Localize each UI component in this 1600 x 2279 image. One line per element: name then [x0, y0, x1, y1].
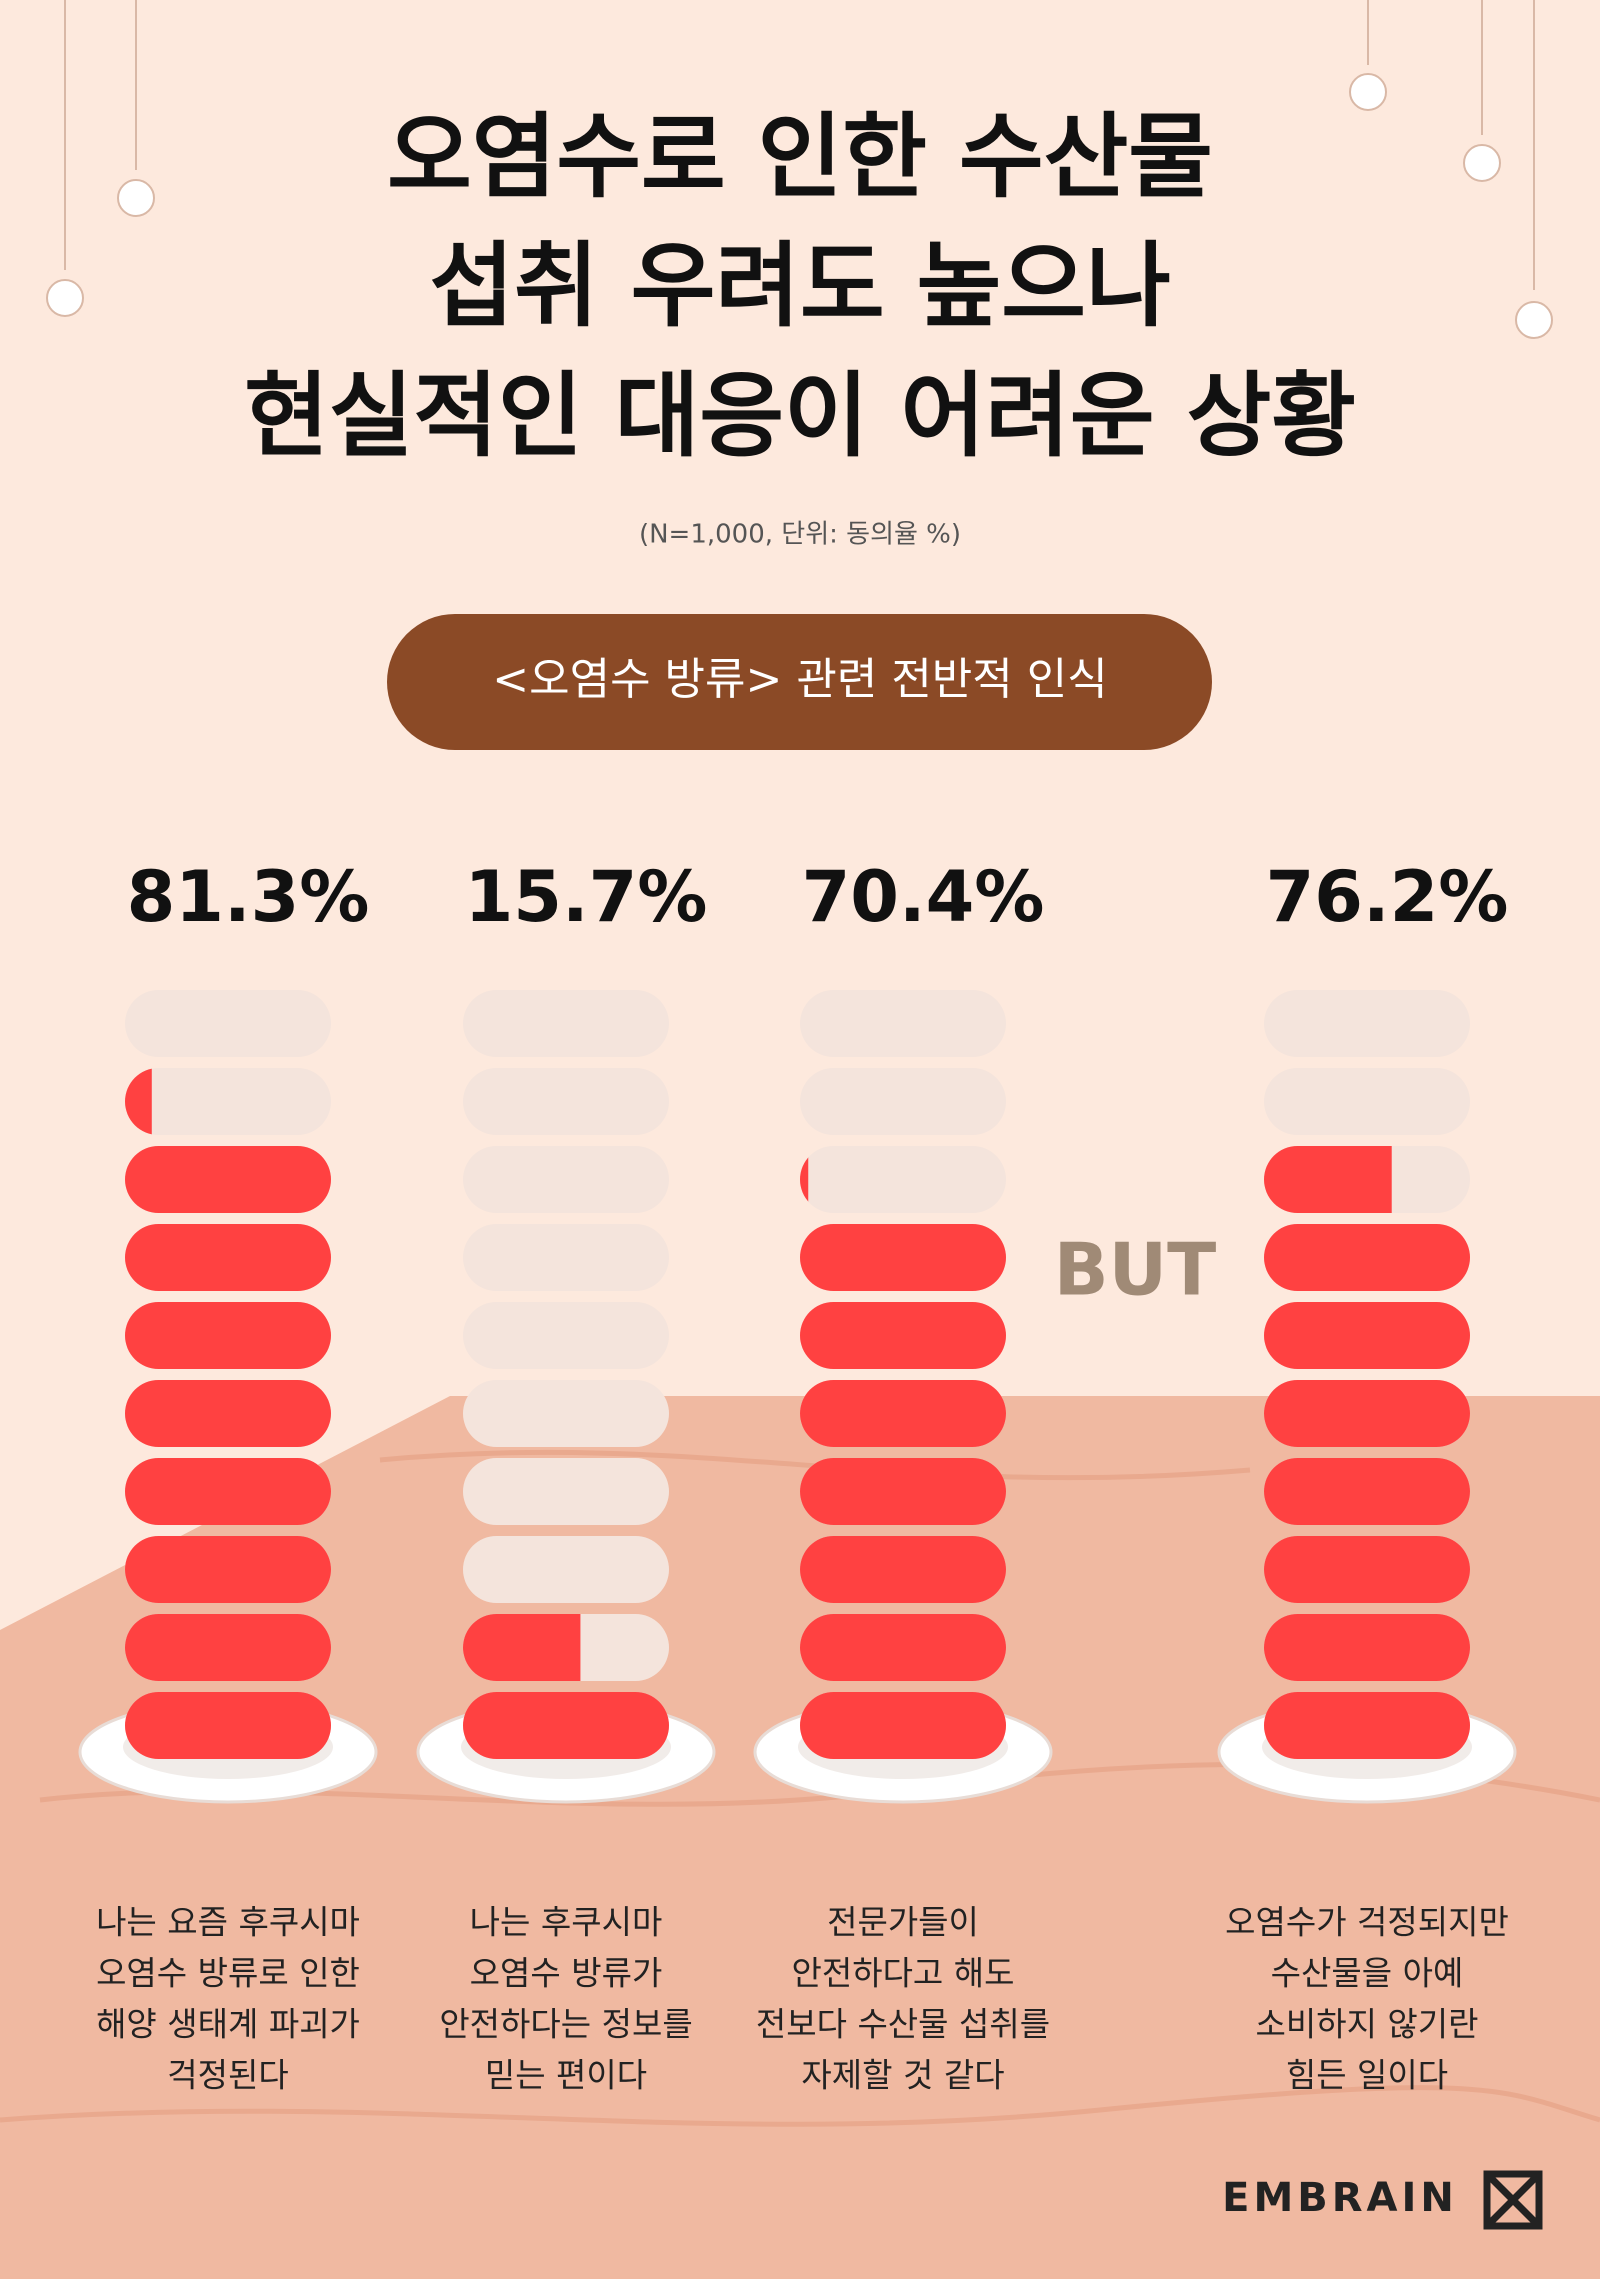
- category-label: 나는 요즘 후쿠시마: [96, 1903, 360, 1942]
- pill-fill: [1264, 1692, 1470, 1759]
- pill-empty: [800, 990, 1006, 1057]
- pill-fill: [1264, 1146, 1392, 1213]
- pill-fill: [800, 1380, 1006, 1447]
- category-label: 힘든 일이다: [1286, 2056, 1448, 2095]
- category-label: 안전하다는 정보를: [439, 2005, 692, 2044]
- pill-empty: [1264, 1068, 1470, 1135]
- pill-fill: [1264, 1380, 1470, 1447]
- pill-empty: [463, 1224, 669, 1291]
- pill-empty: [463, 1302, 669, 1369]
- pill-empty: [463, 1380, 669, 1447]
- category-label: 오염수 방류로 인한: [96, 1954, 360, 1993]
- pill-empty: [800, 1068, 1006, 1135]
- pill-fill: [125, 1536, 331, 1603]
- pill-fill: [800, 1458, 1006, 1525]
- pill-fill: [125, 1302, 331, 1369]
- section-title: <오염수 방류> 관련 전반적 인식: [492, 654, 1107, 705]
- title-line: 현실적인 대응이 어려운 상황: [244, 362, 1356, 469]
- category-label: 해양 생태계 파괴가: [96, 2005, 360, 2044]
- pill-empty: [1264, 990, 1470, 1057]
- pill-fill: [800, 1614, 1006, 1681]
- section-badge: [387, 614, 1212, 750]
- category-label: 수산물을 아예: [1271, 1954, 1464, 1993]
- pill-fill: [125, 1146, 331, 1213]
- title-line: 섭취 우려도 높으나: [429, 232, 1170, 339]
- pill-fill: [1264, 1536, 1470, 1603]
- subtitle: (N=1,000, 단위: 동의율 %): [639, 520, 961, 550]
- pill-fill: [800, 1692, 1006, 1759]
- brand-logo: [1483, 2170, 1543, 2230]
- pill-empty: [463, 1146, 669, 1213]
- pill-empty: [125, 1068, 331, 1135]
- pill-fill: [800, 1146, 809, 1213]
- pill-empty: [463, 1458, 669, 1525]
- pill-fill: [125, 1380, 331, 1447]
- lights: [46, 0, 1553, 339]
- value-label: 15.7%: [465, 856, 708, 938]
- value-label: 81.3%: [127, 856, 370, 938]
- pill-empty: [800, 1146, 1006, 1213]
- pill-fill: [125, 1224, 331, 1291]
- category-label: 오염수 방류가: [470, 1954, 663, 1993]
- pill-fill: [800, 1224, 1006, 1291]
- pill-fill: [1264, 1614, 1470, 1681]
- pill-stack: [125, 990, 331, 1759]
- category-label: 걱정된다: [167, 2056, 288, 2095]
- annotation: BUT: [1054, 1228, 1216, 1312]
- brand: EMBRAIN: [1222, 2175, 1458, 2221]
- category-label: 나는 후쿠시마: [470, 1903, 663, 1942]
- pill-stack: [463, 990, 669, 1759]
- pill-fill: [1264, 1458, 1470, 1525]
- pill-fill: [125, 1614, 331, 1681]
- pill-fill: [800, 1536, 1006, 1603]
- pill-fill: [800, 1302, 1006, 1369]
- category-label: 전보다 수산물 섭취를: [756, 2005, 1050, 2044]
- pill-stack: [1264, 990, 1470, 1759]
- category-label: 소비하지 않기란: [1255, 2005, 1478, 2044]
- value-label: 76.2%: [1266, 856, 1509, 938]
- category-label: 안전하다고 해도: [791, 1954, 1014, 1993]
- pill-empty: [463, 990, 669, 1057]
- pill-fill: [125, 1458, 331, 1525]
- pill-fill: [125, 1692, 331, 1759]
- pill-fill: [1264, 1302, 1470, 1369]
- category-label: 자제할 것 같다: [801, 2056, 1004, 2095]
- value-label: 70.4%: [802, 856, 1045, 938]
- title-line: 오염수로 인한 수산물: [387, 103, 1213, 210]
- pill-fill: [463, 1692, 669, 1759]
- pill-empty: [463, 1068, 669, 1135]
- table: [0, 1396, 1600, 2279]
- pill-fill: [463, 1614, 581, 1681]
- category-label: 전문가들이: [827, 1903, 979, 1942]
- pill-empty: [125, 990, 331, 1057]
- pill-stack: [800, 990, 1006, 1759]
- pill-empty: [463, 1536, 669, 1603]
- category-label: 믿는 편이다: [485, 2056, 647, 2095]
- pill-fill: [1264, 1224, 1470, 1291]
- category-label: 오염수가 걱정되지만: [1225, 1903, 1509, 1942]
